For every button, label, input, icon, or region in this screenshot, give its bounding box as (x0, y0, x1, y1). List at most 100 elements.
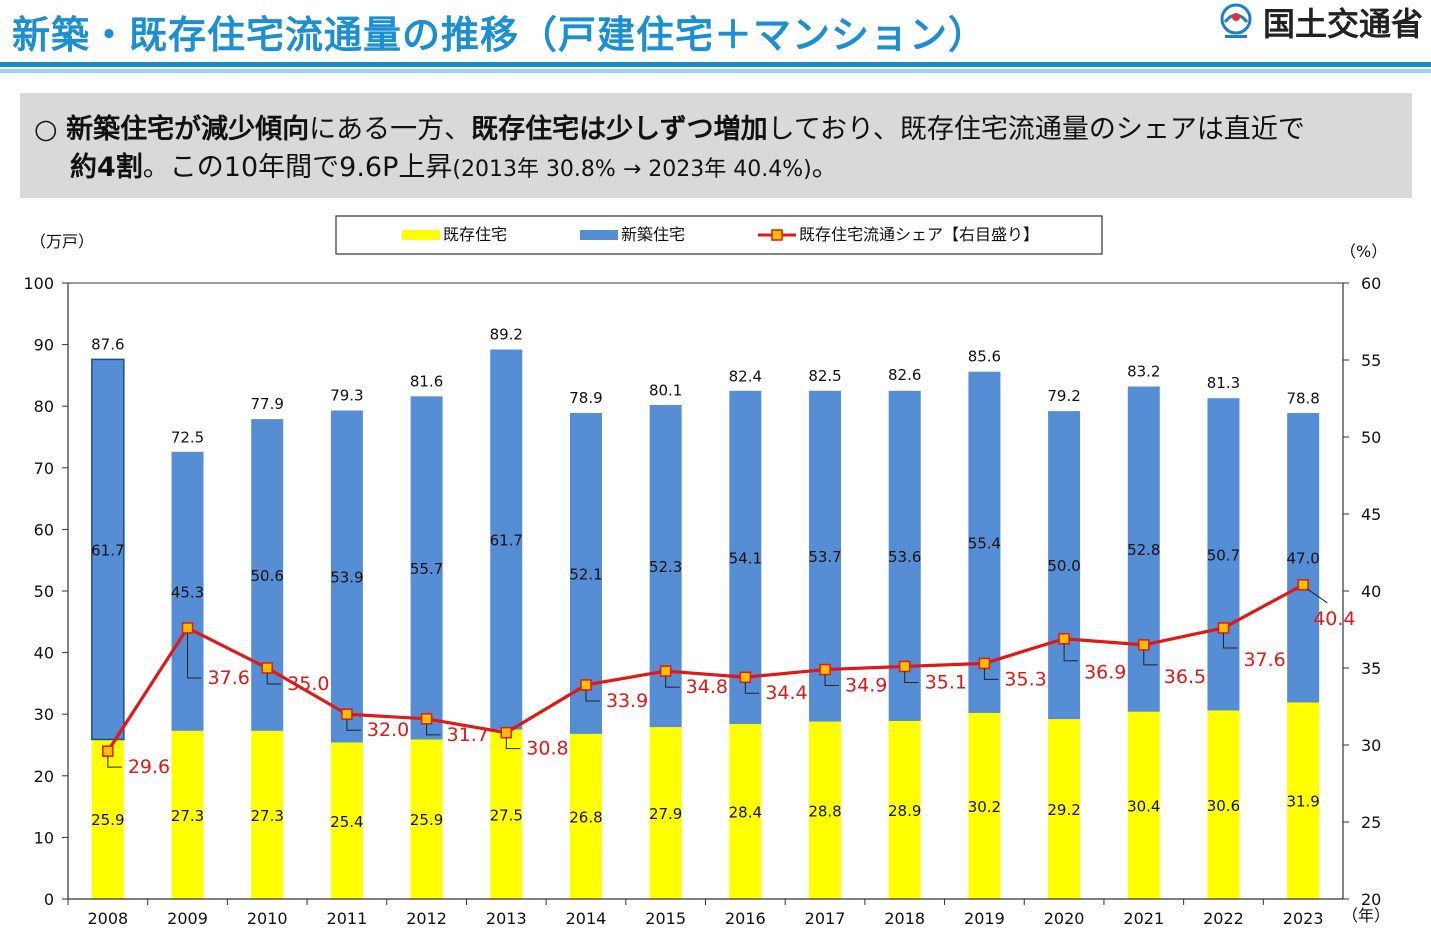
x-tick-label: 2016 (725, 909, 766, 928)
existing-value-label: 28.9 (888, 802, 921, 820)
new-value-label: 53.7 (808, 548, 841, 566)
summary-text: 。 (811, 152, 839, 183)
new-value-label: 53.6 (888, 548, 921, 566)
summary-bullet: ○ (34, 114, 58, 145)
existing-value-label: 27.3 (251, 807, 284, 825)
new-value-label: 50.0 (1047, 557, 1080, 575)
share-marker (341, 708, 353, 720)
total-value-label: 77.9 (251, 395, 284, 413)
bar-existing (1127, 711, 1160, 899)
share-value-label: 36.9 (1084, 662, 1126, 684)
total-value-label: 82.5 (808, 367, 841, 385)
bar-existing (330, 742, 363, 899)
share-marker (978, 657, 991, 670)
y-left-tick-label: 30 (34, 705, 54, 724)
bar-existing (1207, 710, 1240, 899)
page-title: 新築・既存住宅流通量の推移（戸建住宅＋マンション） (12, 13, 988, 57)
total-value-label: 81.3 (1207, 374, 1240, 392)
title-rule (0, 62, 1431, 67)
legend-swatch-share-marker (771, 229, 783, 241)
bar-existing (1287, 702, 1320, 899)
bar-existing (1048, 719, 1081, 899)
share-marker (580, 679, 592, 691)
bar-new (330, 410, 363, 743)
y-left-tick-label: 0 (44, 890, 54, 909)
bar-value-labels: 87.6 61.7 25.9 72.5 45.3 27.3 77.9 50.6 27.3 79.3… (91, 326, 1320, 831)
ministry-name: 国土交通省 (1262, 5, 1423, 43)
total-value-label: 81.6 (410, 372, 443, 390)
bar-existing (809, 721, 842, 899)
new-value-label: 61.7 (490, 532, 523, 550)
x-tick-label: 2021 (1123, 909, 1164, 928)
summary-line-1: ○ 新築住宅が減少傾向にある一方、既存住宅は少しずつ増加しており、既存住宅流通量… (34, 111, 1392, 149)
existing-value-label: 28.8 (808, 802, 841, 820)
total-value-label: 78.8 (1286, 390, 1319, 408)
share-marker (739, 671, 752, 683)
legend: 既存住宅 新築住宅 既存住宅流通シェア【右目盛り】 (335, 215, 1103, 255)
summary-emphasis-new-decline: 新築住宅が減少傾向 (66, 114, 310, 145)
existing-value-label: 29.2 (1047, 801, 1080, 819)
x-tick-label: 2014 (566, 909, 607, 928)
total-value-label: 72.5 (171, 428, 204, 446)
title-rule-accent (0, 69, 1431, 73)
x-axis: 2008 2009 2010 2011 2012 2013 2014 2015 2016 2017… (67, 899, 1324, 928)
bar-new (729, 390, 762, 725)
summary-line-2: 約4割。この10年間で9.6P上昇(2013年 30.8% → 2023年 40… (34, 149, 1392, 189)
share-value-label: 34.4 (765, 682, 807, 704)
bar-existing (490, 729, 523, 899)
share-marker (659, 665, 672, 677)
bar-new (410, 396, 443, 740)
share-value-label: 35.0 (287, 673, 329, 695)
total-value-label: 82.6 (888, 366, 921, 384)
share-leader-line (744, 682, 760, 694)
existing-value-label: 30.2 (968, 798, 1001, 816)
share-leader-line (107, 756, 122, 768)
share-leader-line (983, 668, 999, 680)
existing-value-label: 30.4 (1127, 797, 1160, 815)
ministry-logo-block: 国土交通省 (1217, 2, 1423, 43)
share-value-label: 30.8 (526, 738, 568, 760)
bar-new (171, 451, 204, 731)
share-value-label: 32.0 (367, 719, 409, 741)
bar-new (91, 358, 125, 741)
existing-value-label: 27.3 (171, 807, 204, 825)
bar-existing (729, 724, 762, 899)
legend-label-new: 新築住宅 (621, 225, 685, 244)
bar-new (968, 371, 1001, 713)
new-value-label: 45.3 (171, 583, 204, 601)
share-polyline (106, 583, 1304, 753)
bar-existing (968, 712, 1001, 899)
total-value-label: 79.3 (330, 387, 363, 405)
x-tick-label: 2008 (87, 909, 128, 928)
share-leader-line (1222, 632, 1238, 649)
share-value-label: 33.9 (606, 690, 648, 712)
share-value-label: 36.5 (1164, 666, 1206, 688)
share-marker (102, 745, 114, 757)
x-tick-label: 2011 (327, 909, 368, 928)
share-leader-line (266, 673, 282, 685)
bar-new (1048, 411, 1081, 720)
share-value-label: 34.8 (686, 676, 728, 698)
y-right-tick-label: 30 (1361, 736, 1381, 755)
share-marker (500, 726, 513, 739)
new-value-label: 52.1 (569, 565, 602, 583)
new-value-label: 50.7 (1207, 546, 1240, 564)
bar-existing (649, 727, 682, 899)
new-value-label: 47.0 (1286, 550, 1319, 568)
bar-existing (410, 739, 443, 899)
share-leader-line (346, 719, 361, 731)
x-tick-label: 2022 (1203, 909, 1244, 928)
x-unit: （年） (1342, 906, 1390, 925)
y-right-tick-label: 35 (1361, 659, 1381, 678)
share-leader-line (426, 723, 441, 736)
share-marker (1058, 632, 1070, 645)
x-tick-label: 2013 (486, 909, 527, 928)
legend-frame (335, 215, 1103, 255)
summary-emphasis-share: 約4割 (70, 152, 143, 183)
summary-box: ○ 新築住宅が減少傾向にある一方、既存住宅は少しずつ増加しており、既存住宅流通量… (20, 93, 1412, 198)
y-right-tick-label: 45 (1361, 505, 1381, 524)
bar-existing (888, 720, 921, 899)
share-value-label: 34.9 (845, 675, 887, 697)
bar-new (1207, 398, 1240, 711)
x-tick-label: 2018 (884, 909, 925, 928)
